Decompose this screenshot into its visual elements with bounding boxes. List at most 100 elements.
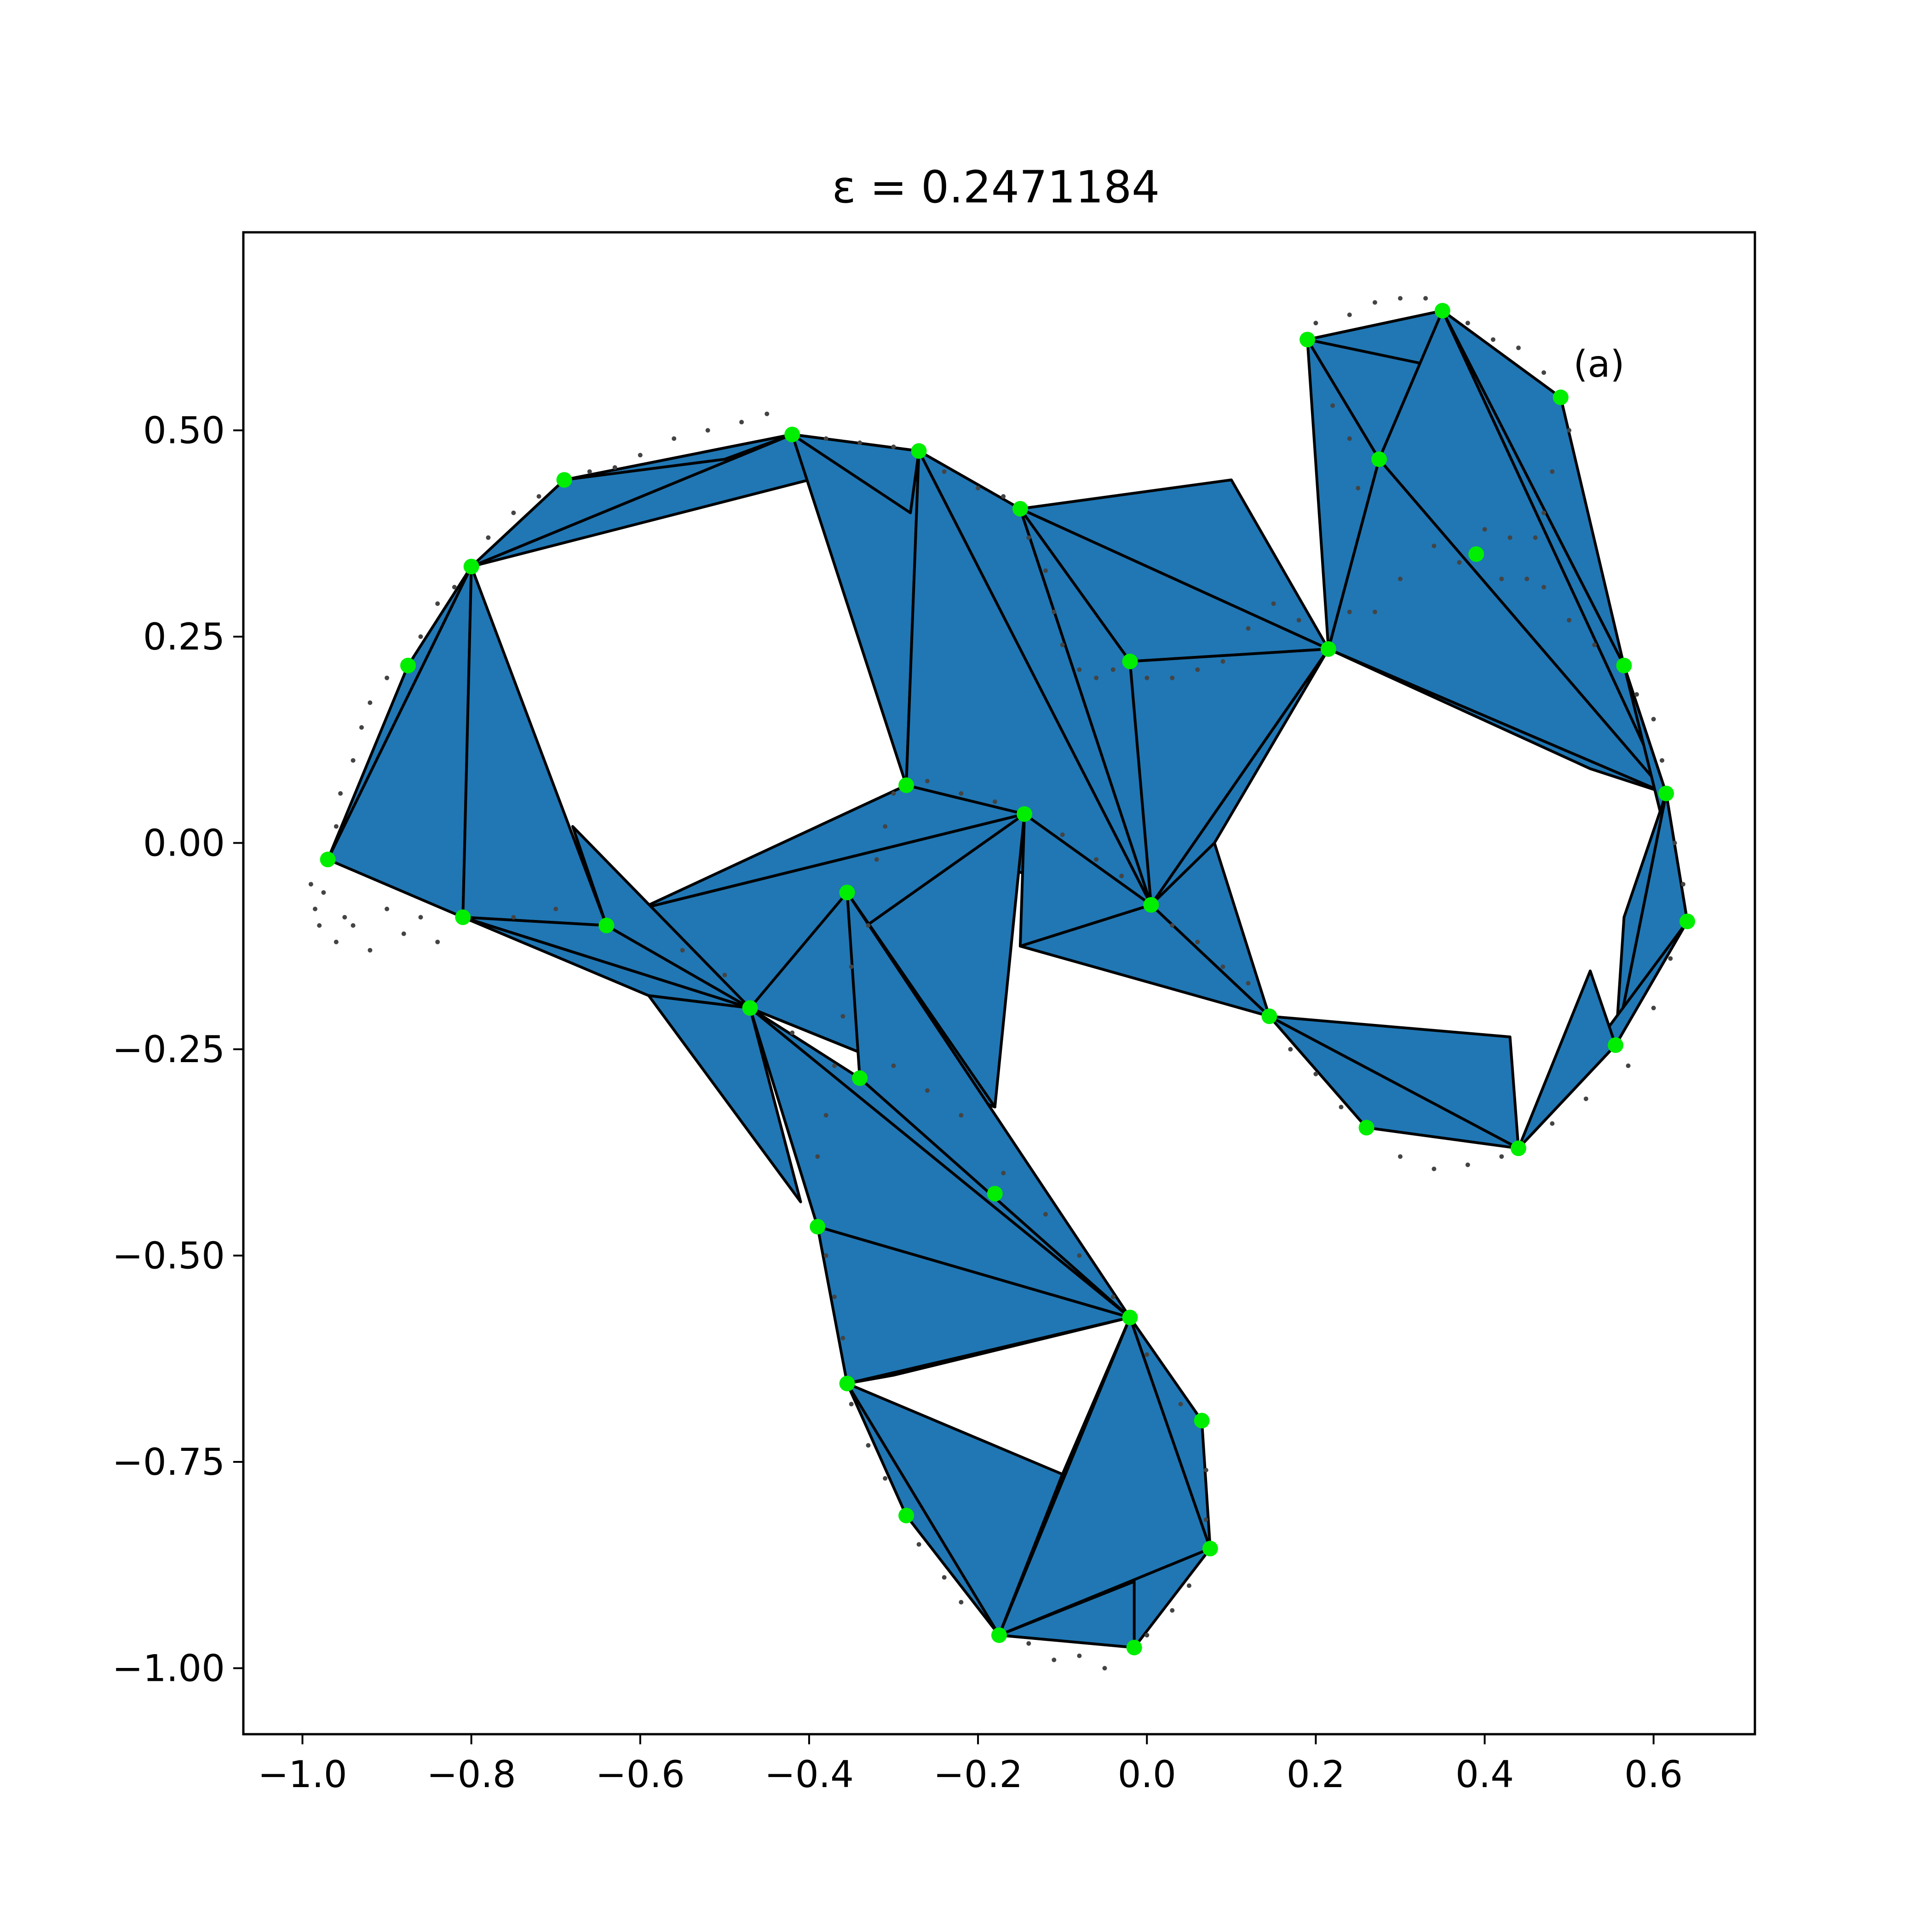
sample-point	[1651, 1006, 1656, 1011]
sample-point	[1060, 832, 1065, 837]
sample-point	[1465, 1162, 1470, 1167]
landmark-point	[1511, 1140, 1526, 1156]
landmark-point	[1320, 641, 1336, 657]
sample-point	[1246, 981, 1251, 986]
sample-point	[866, 923, 871, 928]
landmark-point	[852, 1070, 868, 1086]
landmark-point	[463, 558, 479, 575]
sample-point	[1144, 1352, 1150, 1357]
plot-area	[308, 296, 1696, 1671]
sample-point	[1567, 428, 1572, 433]
sample-point	[418, 915, 423, 920]
axes-frame	[242, 231, 1756, 1736]
sample-point	[1524, 576, 1530, 581]
sample-point	[849, 964, 854, 969]
landmark-point	[810, 1219, 826, 1235]
sample-point	[1356, 486, 1361, 491]
x-tick-label: −0.4	[765, 1753, 854, 1796]
sample-point	[832, 1294, 837, 1300]
landmark-point	[400, 657, 416, 673]
sample-point	[1347, 436, 1352, 441]
sample-point	[832, 1063, 837, 1068]
x-tick-label: −0.8	[427, 1753, 516, 1796]
sample-point	[435, 601, 440, 606]
sample-point	[1110, 1294, 1116, 1300]
sample-point	[342, 915, 347, 920]
sample-point	[1001, 494, 1006, 499]
sample-point	[401, 931, 406, 936]
sample-point	[418, 634, 423, 639]
simplex-triangle	[563, 433, 794, 482]
sample-point	[638, 453, 643, 458]
landmark-point	[1434, 303, 1450, 319]
sample-point	[1626, 1063, 1631, 1068]
sample-point	[385, 907, 390, 911]
sample-point	[1567, 618, 1572, 623]
landmark-point	[1658, 785, 1674, 801]
y-tick-label: 0.25	[143, 615, 225, 658]
sample-point	[1110, 667, 1116, 672]
sample-point	[313, 907, 317, 911]
sample-point	[1423, 296, 1428, 301]
sample-point	[1541, 585, 1547, 590]
sample-point	[1592, 643, 1597, 647]
sample-point	[823, 1113, 828, 1118]
sample-point	[1043, 568, 1048, 573]
landmark-point	[1194, 1413, 1210, 1429]
landmark-point	[1012, 501, 1028, 517]
sample-point	[925, 1088, 930, 1093]
sample-point	[1330, 403, 1335, 408]
landmark-point	[455, 909, 471, 925]
landmark-point	[1143, 897, 1159, 913]
sample-point	[1144, 1633, 1150, 1638]
sample-point	[840, 1335, 845, 1340]
landmark-point	[1300, 332, 1316, 348]
sample-point	[1102, 1666, 1107, 1671]
sample-point	[511, 510, 516, 515]
x-tick-label: 0.2	[1287, 1753, 1345, 1796]
x-axis: −1.0 −0.8 −0.6 −0.4 −0.2 0.0 0.2 0.4 0.6	[258, 1734, 1683, 1796]
y-tick-label: −0.75	[112, 1441, 225, 1484]
sample-point	[891, 1063, 896, 1068]
sample-point	[1119, 874, 1124, 879]
chart-title: ε = 0.2471184	[832, 161, 1160, 213]
sample-point	[883, 824, 888, 829]
sample-point	[874, 857, 879, 862]
sample-point	[976, 486, 981, 491]
simplex-triangle	[845, 1316, 1132, 1385]
y-tick-label: −0.25	[112, 1028, 225, 1071]
sample-point	[1372, 300, 1377, 305]
sample-point	[672, 436, 677, 441]
sample-point	[1271, 601, 1276, 606]
landmark-point	[911, 443, 927, 459]
sample-point	[1026, 1641, 1031, 1646]
simplex-triangle	[1018, 812, 1153, 948]
simplex-triangle	[647, 994, 802, 1203]
simplex-triangle	[1128, 647, 1330, 907]
landmark-point	[898, 1507, 914, 1524]
sample-point	[1681, 882, 1685, 887]
sample-point	[1052, 610, 1057, 615]
sample-point	[452, 585, 457, 590]
sample-point	[1187, 1583, 1191, 1588]
sample-point	[1490, 337, 1495, 342]
sample-point	[359, 725, 364, 730]
landmark-point	[784, 426, 800, 443]
x-tick-label: −0.6	[596, 1753, 685, 1796]
sample-point	[1372, 610, 1377, 615]
sample-point	[815, 1154, 820, 1159]
sample-point	[916, 1542, 921, 1547]
landmark-point	[1616, 657, 1632, 673]
sample-point	[857, 440, 862, 445]
landmark-point	[991, 1627, 1007, 1643]
sample-point	[959, 1113, 964, 1118]
sample-point	[891, 444, 896, 449]
y-tick-label: 0.50	[143, 409, 225, 452]
sample-point	[942, 1575, 947, 1580]
sample-point	[1550, 1121, 1555, 1126]
sample-point	[840, 1014, 845, 1019]
simplex-triangle	[1268, 1015, 1520, 1150]
landmark-point	[320, 851, 336, 868]
sample-point	[823, 436, 828, 441]
sample-point	[823, 1253, 828, 1258]
